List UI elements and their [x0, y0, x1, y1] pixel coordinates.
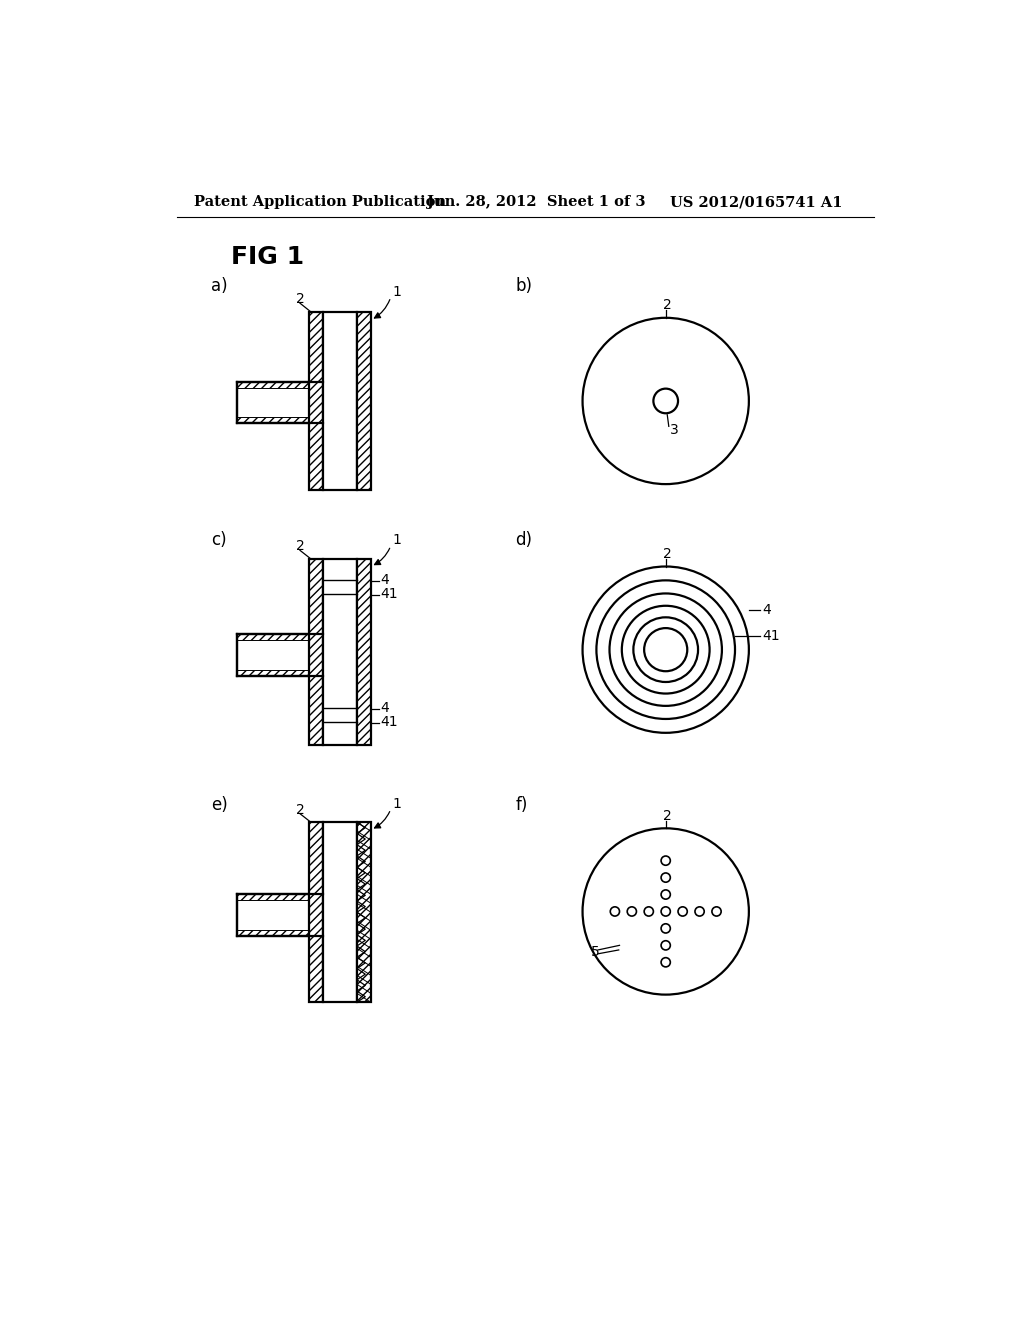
- Circle shape: [622, 606, 710, 693]
- Text: Jun. 28, 2012  Sheet 1 of 3: Jun. 28, 2012 Sheet 1 of 3: [427, 195, 645, 210]
- Text: e): e): [211, 796, 228, 814]
- Text: Patent Application Publication: Patent Application Publication: [194, 195, 445, 210]
- Circle shape: [678, 907, 687, 916]
- Bar: [323, 313, 357, 490]
- Circle shape: [662, 924, 671, 933]
- Text: 2: 2: [663, 298, 672, 313]
- Bar: [309, 558, 323, 744]
- Bar: [309, 558, 323, 744]
- Bar: [357, 822, 371, 1002]
- Text: FIG 1: FIG 1: [230, 246, 304, 269]
- Circle shape: [628, 907, 637, 916]
- Circle shape: [662, 855, 671, 866]
- Text: a): a): [211, 277, 228, 296]
- Circle shape: [583, 318, 749, 484]
- Text: f): f): [515, 796, 528, 814]
- Circle shape: [596, 581, 735, 719]
- Circle shape: [609, 594, 722, 706]
- Circle shape: [583, 566, 749, 733]
- Text: 1: 1: [392, 533, 401, 548]
- Circle shape: [662, 890, 671, 899]
- Text: 3: 3: [670, 424, 678, 437]
- Text: 2: 2: [296, 803, 304, 817]
- Bar: [323, 558, 357, 744]
- Text: 41: 41: [381, 587, 398, 601]
- Circle shape: [712, 907, 721, 916]
- Text: 1: 1: [392, 285, 401, 298]
- Bar: [237, 929, 323, 936]
- Text: d): d): [515, 532, 532, 549]
- Circle shape: [662, 907, 671, 916]
- Bar: [357, 558, 371, 744]
- Text: 2: 2: [296, 292, 304, 306]
- Text: 5: 5: [591, 945, 600, 958]
- Bar: [323, 822, 357, 1002]
- Bar: [309, 822, 323, 1002]
- Bar: [357, 313, 371, 490]
- Text: 2: 2: [296, 540, 304, 553]
- Bar: [357, 822, 371, 1002]
- Text: 4: 4: [763, 603, 771, 616]
- Bar: [237, 635, 323, 676]
- Bar: [357, 313, 371, 490]
- Text: 41: 41: [381, 715, 398, 729]
- Circle shape: [634, 618, 698, 682]
- Bar: [237, 669, 323, 676]
- Circle shape: [662, 873, 671, 882]
- Bar: [309, 313, 323, 490]
- Bar: [357, 558, 371, 744]
- Circle shape: [644, 907, 653, 916]
- Circle shape: [653, 388, 678, 413]
- Circle shape: [662, 958, 671, 966]
- Bar: [309, 313, 323, 490]
- Circle shape: [583, 829, 749, 995]
- Text: c): c): [211, 532, 227, 549]
- Text: b): b): [515, 277, 532, 296]
- Text: US 2012/0165741 A1: US 2012/0165741 A1: [670, 195, 842, 210]
- Circle shape: [695, 907, 705, 916]
- Text: 4: 4: [381, 701, 389, 715]
- Bar: [237, 635, 323, 640]
- Text: 4: 4: [381, 573, 389, 587]
- Text: 41: 41: [763, 628, 780, 643]
- Bar: [309, 822, 323, 1002]
- Bar: [237, 417, 323, 424]
- Text: 2: 2: [663, 548, 672, 561]
- Bar: [237, 381, 323, 424]
- Text: 2: 2: [663, 809, 672, 822]
- Bar: [237, 894, 323, 900]
- Text: 1: 1: [392, 797, 401, 810]
- Bar: [237, 381, 323, 388]
- Circle shape: [644, 628, 687, 671]
- Circle shape: [610, 907, 620, 916]
- Bar: [237, 894, 323, 936]
- Circle shape: [662, 941, 671, 950]
